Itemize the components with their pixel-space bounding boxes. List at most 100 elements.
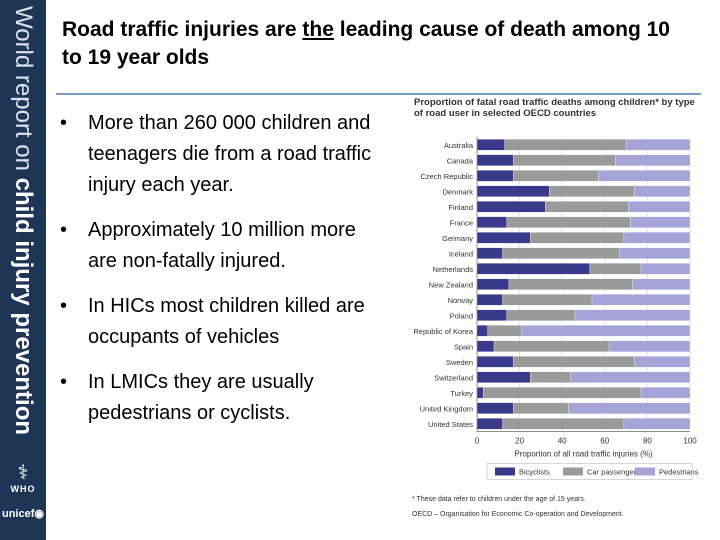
- bullet-icon: •: [60, 219, 68, 241]
- x-tick-label: 60: [600, 437, 609, 446]
- bar-bicyclists: [476, 418, 503, 430]
- bar-bicyclists: [476, 247, 503, 259]
- category-label: Australia: [444, 141, 474, 150]
- bar-bicyclists: [476, 139, 505, 151]
- legend-label: Bicyclists: [519, 468, 550, 477]
- bar-pedestrians: [568, 402, 691, 414]
- who-emblem-icon: ⚕: [17, 462, 29, 484]
- bar-pedestrians: [615, 154, 691, 166]
- category-label: France: [450, 218, 473, 227]
- bar-car-passengers: [487, 325, 522, 337]
- category-label: Norway: [448, 296, 474, 305]
- bar-car-passengers: [502, 247, 620, 259]
- bar-bicyclists: [476, 356, 514, 368]
- category-label: Sweden: [446, 358, 473, 367]
- bar-car-passengers: [513, 402, 569, 414]
- bar-bicyclists: [476, 201, 546, 213]
- chart-title: Proportion of fatal road traffic deaths …: [414, 97, 695, 119]
- category-label: Germany: [442, 234, 473, 243]
- bar-pedestrians: [570, 371, 691, 383]
- legend-label: Car passengers: [587, 468, 640, 477]
- unicef-logo: unicef◉: [2, 508, 45, 520]
- bar-bicyclists: [476, 185, 550, 197]
- legend-swatch: [563, 467, 583, 476]
- bar-car-passengers: [589, 263, 642, 275]
- bar-bicyclists: [476, 371, 531, 383]
- bar-car-passengers: [502, 294, 593, 306]
- bar-bicyclists: [476, 263, 591, 275]
- bar-bicyclists: [476, 325, 488, 337]
- bar-bicyclists: [476, 232, 531, 244]
- bar-car-passengers: [530, 232, 625, 244]
- legend-swatch: [635, 467, 655, 476]
- bar-pedestrians: [623, 418, 691, 430]
- category-label: Switzerland: [434, 373, 473, 382]
- category-label: Canada: [447, 156, 474, 165]
- bar-bicyclists: [476, 170, 514, 182]
- bar-pedestrians: [574, 309, 691, 321]
- bar-car-passengers: [513, 356, 635, 368]
- bar-car-passengers: [508, 278, 633, 290]
- bar-pedestrians: [628, 201, 691, 213]
- footnote-oecd: OECD – Organisation for Economic Co-oper…: [412, 511, 624, 518]
- category-label: Spain: [454, 342, 473, 351]
- bar-pedestrians: [608, 340, 691, 352]
- bar-pedestrians: [598, 170, 691, 182]
- bar-pedestrians: [619, 247, 691, 259]
- bullet-icon: •: [60, 112, 68, 134]
- legend-swatch: [495, 467, 515, 476]
- category-label: Republic of Korea: [413, 327, 473, 336]
- category-label: United States: [428, 420, 473, 429]
- report-vertical-title: World report on child injury prevention: [10, 6, 37, 436]
- bar-car-passengers: [502, 418, 625, 430]
- bar-pedestrians: [521, 325, 691, 337]
- bar-pedestrians: [591, 294, 691, 306]
- bar-pedestrians: [634, 356, 691, 368]
- chart-canvas: 0 20 40 60 80 100 Australia Canada Czech Republi…: [413, 137, 699, 480]
- bar-car-passengers: [483, 387, 642, 399]
- bar-car-passengers: [549, 185, 635, 197]
- x-axis-label: Proportion of all road traffic injuries …: [514, 450, 652, 459]
- bar-car-passengers: [506, 216, 631, 228]
- bar-bicyclists: [476, 387, 484, 399]
- bar-pedestrians: [632, 278, 691, 290]
- bar-pedestrians: [623, 232, 691, 244]
- sidebar: World report on child injury prevention …: [0, 0, 46, 540]
- bar-bicyclists: [476, 309, 507, 321]
- page-title: Road traffic injuries are the leading ca…: [62, 18, 670, 69]
- title-divider: [56, 93, 701, 95]
- bullet-icon: •: [60, 371, 68, 393]
- bar-bicyclists: [476, 294, 503, 306]
- x-tick-label: 40: [558, 437, 567, 446]
- bar-car-passengers: [504, 139, 627, 151]
- list-item: • More than 260 000 children and teenager…: [60, 108, 380, 201]
- legend-label: Pedestrians: [659, 468, 699, 477]
- bar-bicyclists: [476, 216, 507, 228]
- category-label: Denmark: [443, 187, 474, 196]
- x-tick-label: 80: [643, 437, 652, 446]
- bar-car-passengers: [545, 201, 629, 213]
- bullet-icon: •: [60, 295, 68, 317]
- bar-pedestrians: [634, 185, 691, 197]
- x-tick-label: 0: [475, 437, 480, 446]
- bar-pedestrians: [640, 263, 691, 275]
- list-item: • In LMICs they are usually pedestrians o…: [60, 367, 380, 429]
- x-tick-label: 100: [683, 437, 697, 446]
- category-label: Netherlands: [433, 265, 474, 274]
- bar-pedestrians: [640, 387, 691, 399]
- bar-bicyclists: [476, 340, 495, 352]
- bar-car-passengers: [493, 340, 610, 352]
- bar-bicyclists: [476, 154, 514, 166]
- bar-pedestrians: [625, 139, 691, 151]
- bar-bicyclists: [476, 278, 510, 290]
- x-tick-label: 20: [515, 437, 524, 446]
- unicef-emblem-icon: ◉: [34, 508, 45, 520]
- category-label: Turkey: [450, 389, 473, 398]
- category-label: Czech Republic: [420, 172, 473, 181]
- category-label: United Kingdom: [420, 404, 473, 413]
- bar-car-passengers: [513, 154, 616, 166]
- category-label: Finland: [448, 203, 473, 212]
- category-label: Iceland: [449, 249, 473, 258]
- bar-pedestrians: [630, 216, 691, 228]
- list-item: • Approximately 10 million more are non-f…: [60, 215, 380, 277]
